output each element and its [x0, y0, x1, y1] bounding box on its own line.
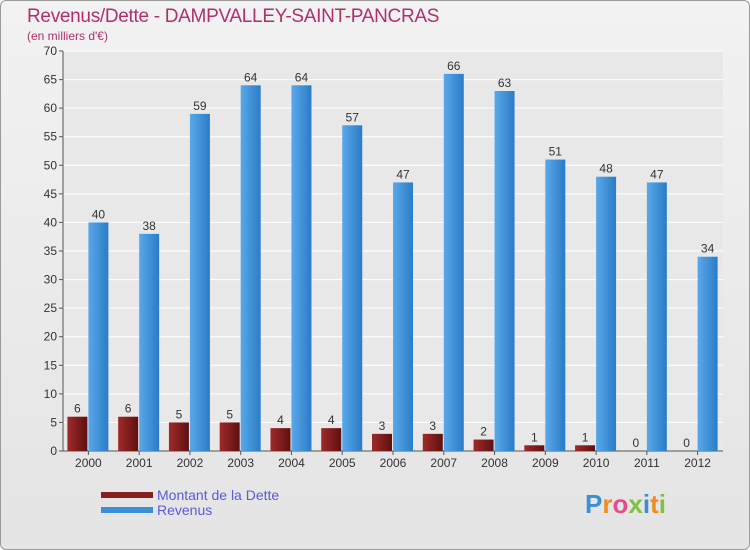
x-tick-label: 2007 — [430, 456, 457, 470]
bar-revenue — [646, 182, 667, 451]
data-label-debt: 5 — [226, 407, 233, 421]
data-label-revenue: 47 — [396, 167, 410, 181]
y-tick-label: 55 — [44, 130, 58, 144]
legend-label-revenue: Revenus — [157, 501, 213, 518]
bar-debt — [473, 439, 494, 451]
x-tick-label: 2003 — [227, 456, 254, 470]
x-tick-label: 2006 — [380, 456, 407, 470]
bar-revenue — [139, 233, 160, 451]
data-label-debt: 0 — [683, 436, 690, 450]
logo-letter: o — [612, 489, 629, 519]
bar-revenue — [88, 222, 109, 451]
bar-debt — [219, 422, 240, 451]
legend: Montant de la Dette Revenus — [101, 486, 280, 518]
x-tick-label: 2009 — [532, 456, 559, 470]
bar-debt — [67, 416, 88, 451]
logo-letter: i — [642, 489, 651, 519]
bar-debt — [372, 433, 392, 451]
legend-swatch-debt — [101, 491, 153, 498]
data-label-revenue: 51 — [549, 145, 563, 159]
data-label-revenue: 57 — [346, 110, 360, 124]
data-label-debt: 4 — [277, 413, 284, 427]
bar-debt — [270, 428, 291, 451]
chart-subtitle: (en milliers d'€) — [27, 29, 108, 43]
y-tick-label: 60 — [44, 101, 58, 115]
y-tick-label: 70 — [44, 44, 58, 58]
bar-debt — [118, 416, 139, 451]
bar-revenue — [240, 85, 261, 452]
data-label-revenue: 40 — [92, 207, 106, 221]
y-tick-label: 35 — [44, 244, 58, 258]
y-tick-label: 25 — [44, 301, 58, 315]
x-tick-label: 2002 — [177, 456, 204, 470]
y-tick-label: 65 — [44, 73, 58, 87]
y-tick-label: 50 — [44, 158, 58, 172]
bar-revenue — [393, 182, 413, 451]
x-tick-label: 2010 — [583, 456, 610, 470]
bar-debt — [524, 445, 545, 451]
data-label-debt: 1 — [582, 430, 589, 444]
bar-revenue — [443, 73, 464, 451]
y-tick-label: 0 — [50, 444, 57, 458]
x-tick-label: 2005 — [329, 456, 356, 470]
data-label-debt: 0 — [633, 436, 640, 450]
data-label-revenue: 34 — [701, 242, 715, 256]
data-label-debt: 6 — [125, 402, 132, 416]
bar-revenue — [342, 125, 363, 452]
data-label-revenue: 48 — [599, 162, 613, 176]
bar-revenue — [545, 159, 566, 452]
bar-revenue — [189, 113, 210, 451]
y-tick-label: 5 — [50, 415, 57, 429]
data-label-revenue: 64 — [244, 70, 258, 84]
y-tick-label: 45 — [44, 187, 58, 201]
data-label-revenue: 38 — [142, 219, 156, 233]
bar-revenue — [596, 176, 617, 451]
data-label-debt: 1 — [531, 430, 538, 444]
legend-swatch-revenue — [101, 506, 153, 513]
y-tick-label: 20 — [44, 330, 58, 344]
x-tick-label: 2012 — [684, 456, 711, 470]
logo-letter: r — [602, 489, 613, 519]
y-tick-label: 30 — [44, 273, 58, 287]
bar-debt — [321, 428, 342, 451]
data-label-revenue: 66 — [447, 59, 461, 73]
bar-revenue — [494, 91, 515, 451]
data-label-debt: 3 — [379, 419, 386, 433]
bar-debt — [575, 445, 596, 451]
logo-letter: t — [650, 489, 659, 519]
y-tick-label: 15 — [44, 358, 58, 372]
proxiti-logo: Proxiti — [585, 489, 666, 520]
y-tick-label: 40 — [44, 215, 58, 229]
x-tick-label: 2004 — [278, 456, 305, 470]
data-label-revenue: 63 — [498, 76, 512, 90]
data-label-debt: 5 — [176, 407, 183, 421]
chart-title: Revenus/Dette - DAMPVALLEY-SAINT-PANCRAS — [27, 6, 440, 27]
legend-label-debt: Montant de la Dette — [157, 486, 280, 503]
data-label-revenue: 47 — [650, 167, 664, 181]
logo-letter: i — [658, 489, 666, 519]
bar-debt — [168, 422, 189, 451]
logo-letter: x — [628, 489, 643, 519]
data-label-revenue: 64 — [295, 70, 309, 84]
data-label-debt: 6 — [74, 402, 81, 416]
bar-revenue — [291, 85, 312, 452]
y-tick-label: 10 — [44, 387, 58, 401]
data-label-revenue: 59 — [193, 99, 207, 113]
x-tick-label: 2000 — [75, 456, 102, 470]
legend-item-debt: Montant de la Dette — [101, 486, 280, 503]
legend-item-revenue: Revenus — [101, 501, 279, 518]
data-label-debt: 4 — [328, 413, 335, 427]
bar-revenue — [697, 256, 718, 451]
data-label-debt: 3 — [429, 419, 436, 433]
logo-letter: P — [585, 489, 603, 519]
x-tick-label: 2001 — [126, 456, 153, 470]
x-tick-label: 2011 — [634, 456, 660, 470]
bar-debt — [422, 433, 443, 451]
data-label-debt: 2 — [480, 425, 487, 439]
x-tick-label: 2008 — [481, 456, 508, 470]
